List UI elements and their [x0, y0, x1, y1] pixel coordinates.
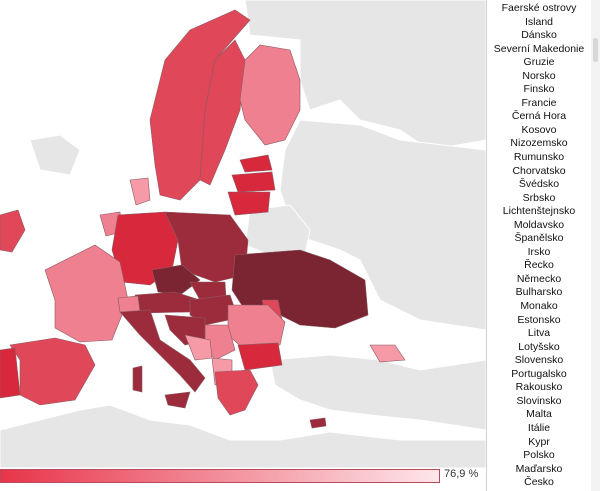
country-bulgaria[interactable] [237, 342, 283, 371]
country-list-item[interactable]: Rumunsko [513, 151, 565, 164]
country-denmark[interactable] [129, 177, 151, 206]
country-list-item[interactable]: Kosovo [521, 123, 557, 136]
country-list-item[interactable]: Maďarsko [515, 462, 563, 475]
europe-map [0, 0, 486, 469]
country-list-item[interactable]: Severní Makedonie [493, 42, 585, 55]
region-scotland-north [29, 134, 81, 176]
country-finland[interactable] [239, 44, 301, 146]
country-list-item[interactable]: Švédsko [518, 178, 560, 191]
region-turkey-middle-east [269, 354, 486, 431]
country-sicily[interactable] [164, 391, 191, 409]
country-spain[interactable] [9, 337, 96, 406]
country-list-item[interactable]: Dánsko [521, 29, 557, 42]
country-france[interactable] [44, 244, 129, 343]
country-list-item[interactable]: Island [524, 15, 554, 28]
country-greece[interactable] [214, 369, 259, 416]
country-italy[interactable] [119, 309, 206, 393]
country-list-item[interactable]: Polsko [523, 449, 555, 462]
country-georgia[interactable] [369, 344, 406, 363]
country-list-item[interactable]: Monako [520, 300, 558, 313]
country-list-item[interactable]: Chorvatsko [512, 164, 566, 177]
country-list-item[interactable]: Norsko [522, 69, 556, 82]
country-sweden[interactable] [199, 39, 246, 186]
country-list-item[interactable]: Gruzie [523, 56, 555, 69]
region-greenland-russia-north [200, 0, 486, 151]
country-list-item[interactable]: Irsko [527, 245, 551, 258]
country-portugal[interactable] [0, 347, 21, 399]
country-lithuania[interactable] [227, 191, 271, 216]
country-list-item[interactable]: Portugalsko [511, 367, 567, 380]
choropleth-map: 76,9 % [0, 0, 486, 483]
country-list-item[interactable]: Kypr [528, 435, 550, 448]
country-list-item[interactable]: Litva [527, 327, 551, 340]
country-list-item[interactable]: Lichtenštejnsko [502, 205, 576, 218]
country-list-item[interactable]: Nizozemsko [510, 137, 568, 150]
country-list-item[interactable]: Moldavsko [513, 218, 565, 231]
country-ireland[interactable] [0, 209, 26, 253]
country-poland[interactable] [164, 211, 249, 283]
country-sardinia[interactable] [132, 365, 143, 393]
legend-max-label: 76,9 % [444, 468, 479, 480]
country-list-item[interactable]: Bulharsko [515, 286, 563, 299]
country-list-item[interactable]: Česko [524, 476, 554, 489]
country-list-item[interactable]: Itálie [527, 421, 551, 434]
region-russia [279, 119, 486, 331]
country-list-item[interactable]: Černá Hora [511, 110, 567, 123]
country-list-item[interactable]: Německo [516, 272, 562, 285]
legend-gradient-bar [0, 469, 440, 483]
region-north-africa [0, 404, 486, 469]
country-list-item[interactable]: Estonsko [517, 313, 561, 326]
country-list-item[interactable]: Francie [521, 96, 557, 109]
country-list-item[interactable]: Ukrajina [487, 490, 591, 491]
country-latvia[interactable] [231, 171, 276, 193]
country-list-item[interactable]: Slovensko [514, 354, 564, 367]
country-czechia[interactable] [151, 264, 201, 296]
country-switzerland[interactable] [117, 295, 141, 313]
country-list-item[interactable]: Lotyšsko [518, 340, 560, 353]
country-list-item[interactable]: Faerské ostrovy [501, 2, 577, 14]
country-list-item[interactable]: Finsko [523, 83, 555, 96]
country-list-item[interactable]: Malta [526, 408, 552, 421]
country-cyprus[interactable] [309, 417, 327, 429]
list-scrollbar[interactable] [591, 0, 600, 491]
country-list-item[interactable]: Řecko [524, 259, 554, 272]
country-list-item[interactable]: Rakousko [515, 381, 563, 394]
country-estonia[interactable] [239, 154, 273, 173]
country-list-item[interactable]: Srbsko [522, 191, 556, 204]
country-list-item[interactable]: Slovinsko [516, 394, 562, 407]
country-list-panel[interactable]: Faerské ostrovy Island Dánsko Severní Maked… [486, 0, 592, 491]
country-list-item[interactable]: Španělsko [514, 232, 564, 245]
country-list: Faerské ostrovy Island Dánsko Severní Maked… [487, 0, 591, 491]
scrollbar-thumb[interactable] [593, 38, 598, 62]
